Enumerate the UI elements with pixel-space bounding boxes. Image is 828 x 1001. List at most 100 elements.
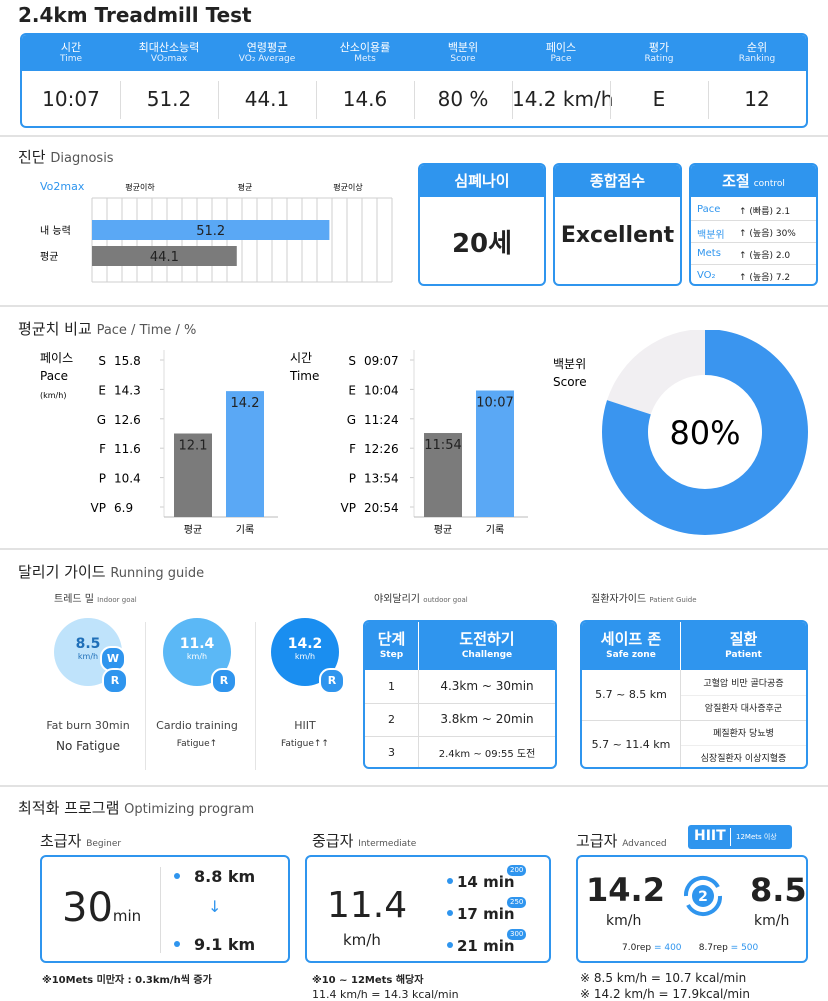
kcal-badge: 200 <box>507 865 527 876</box>
band-label: 평균이상 <box>333 182 363 192</box>
tick-label: 12.6 <box>114 413 141 427</box>
grade: S <box>98 354 106 368</box>
title-en: control <box>753 179 785 189</box>
unit: km/h <box>606 913 642 929</box>
sets: 2 <box>698 889 708 905</box>
title-ko: 조절 <box>722 172 750 190</box>
speed: 11.4 <box>327 885 408 926</box>
bar-value: 10:07 <box>476 396 513 411</box>
chart-label-en: Pace <box>40 369 68 383</box>
title-en: Running guide <box>110 566 205 581</box>
grade: E <box>98 383 106 397</box>
bar-value: 14.2 <box>231 396 260 411</box>
divider <box>316 81 317 119</box>
row-change: ↑ (높음) 30% <box>739 229 796 239</box>
column-ko: 시간 <box>60 41 82 54</box>
fatigue: Fatigue↑ <box>176 739 218 749</box>
duration: 17 min <box>457 905 515 923</box>
column-ko: 최대산소능력 <box>138 41 200 54</box>
badge: R <box>211 668 237 694</box>
en: Beginer <box>86 839 122 849</box>
arrow-arc <box>683 875 720 897</box>
patient-table: 세이프 존 Safe zone 질환 Patient 5.7 ~ 8.5 km 고혈압 비… <box>580 620 808 769</box>
speed: 8.5 <box>75 636 101 652</box>
row-line <box>365 736 555 737</box>
section-title: 달리기 가이드 Running guide <box>18 561 204 582</box>
speed: 14.2 <box>287 636 323 652</box>
card-title: 심폐나이 <box>420 165 544 197</box>
divider <box>680 670 681 767</box>
row-line <box>365 703 555 704</box>
grade: P <box>349 472 356 486</box>
badge: R <box>319 668 345 694</box>
fatigue: No Fatigue <box>56 739 120 753</box>
bullet <box>447 942 453 948</box>
patient: 암질환자 대사증후군 <box>704 704 783 714</box>
tick-label: 14.3 <box>114 383 141 397</box>
column-en: Score <box>450 54 476 64</box>
note: ※ 8.5 km/h = 10.7 kcal/min <box>580 971 747 985</box>
grade: P <box>99 472 106 486</box>
patient: 폐질환자 당뇨병 <box>713 729 774 739</box>
h-en: Challenge <box>461 650 513 660</box>
summary-table: 시간 Time 10:07 최대산소능력 VO₂max 51.2 연령평균 VO₂ Avera… <box>20 33 808 128</box>
tick-label: 09:07 <box>364 354 399 368</box>
bullet <box>174 873 180 879</box>
grade: F <box>349 442 356 456</box>
card: 심폐나이 20세 <box>418 163 546 286</box>
bar-value: 12.1 <box>179 439 208 454</box>
intermediate-box: 11.4 km/h 14 min 200 17 min 250 21 min 300 <box>305 855 551 963</box>
separator <box>0 305 828 307</box>
ko: 질환자가이드 <box>591 594 647 605</box>
en: Intermediate <box>358 839 417 849</box>
unit: km/h <box>754 913 790 929</box>
divider <box>418 670 419 767</box>
h-ko: 세이프 존 <box>600 630 662 648</box>
grade: G <box>97 413 106 427</box>
column-en: Ranking <box>738 54 776 64</box>
column-ko: 연령평균 <box>246 41 288 54</box>
sub-line <box>681 695 806 696</box>
grade: VP <box>341 501 356 515</box>
badge: R <box>102 668 128 694</box>
level-title: 고급자 Advanced <box>576 830 667 851</box>
chart-label-en: Time <box>289 369 319 383</box>
column-en: VO₂max <box>150 54 188 64</box>
column-value: E <box>652 87 666 111</box>
tick-label: 13:54 <box>364 472 399 486</box>
card: 종합점수 Excellent <box>553 163 682 286</box>
divider <box>418 622 419 670</box>
row-line <box>691 220 816 221</box>
title-ko: 진단 <box>18 148 46 166</box>
divider <box>120 81 121 119</box>
ko: 트레드 밀 <box>54 594 94 605</box>
h-ko: 단계 <box>377 630 406 648</box>
rep-value: = 400 <box>653 943 682 953</box>
duration: 21 min <box>457 937 515 955</box>
bar <box>226 391 264 517</box>
cycle-icon: 2 <box>683 875 723 917</box>
divider <box>708 81 709 119</box>
low-speed: 8.5 <box>750 871 807 909</box>
band-label: 평균이하 <box>125 182 155 192</box>
row-name: VO₂ <box>697 270 716 281</box>
donut-label: 80% <box>669 414 740 452</box>
subheading: 야외달리기 outdoor goal <box>374 590 468 605</box>
section-title: 평균치 비교 Pace / Time / % <box>18 318 196 339</box>
arrow-arc <box>686 895 723 917</box>
h-ko: 도전하기 <box>459 630 515 648</box>
column-ko: 평가 <box>648 41 670 54</box>
time: 30min <box>62 885 141 931</box>
note: ※10 ~ 12Mets 해당자 <box>312 975 424 986</box>
hiit-badge: HIIT 12Mets 이상 <box>688 825 792 849</box>
bar-value: 44.1 <box>150 250 179 265</box>
column-value: 44.1 <box>244 87 290 111</box>
chart-label: 페이스 <box>40 351 73 365</box>
note: ※10Mets 미만자 : 0.3km/h씩 증가 <box>42 975 212 986</box>
comparison-charts: 페이스 Pace (km/h) S 15.8 E 14.3 G 12.6 F 11.6 P 10.4 VP… <box>40 330 808 536</box>
duration: 14 min <box>457 873 515 891</box>
column-value: 14.6 <box>342 87 388 111</box>
to: 9.1 km <box>194 935 256 954</box>
badge: HIIT <box>694 828 726 844</box>
